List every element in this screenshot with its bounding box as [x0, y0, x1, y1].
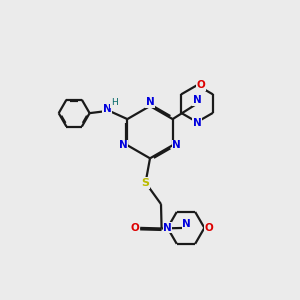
- Text: N: N: [163, 223, 172, 233]
- Text: N: N: [193, 118, 201, 128]
- Text: N: N: [193, 95, 202, 105]
- Text: O: O: [131, 223, 140, 233]
- Text: O: O: [204, 223, 213, 233]
- Text: N: N: [146, 97, 154, 107]
- Text: O: O: [197, 80, 206, 90]
- Text: N: N: [119, 140, 128, 150]
- Text: H: H: [111, 98, 118, 107]
- Text: S: S: [142, 178, 149, 188]
- Text: N: N: [172, 140, 181, 150]
- Text: N: N: [103, 104, 112, 114]
- Text: N: N: [182, 219, 191, 229]
